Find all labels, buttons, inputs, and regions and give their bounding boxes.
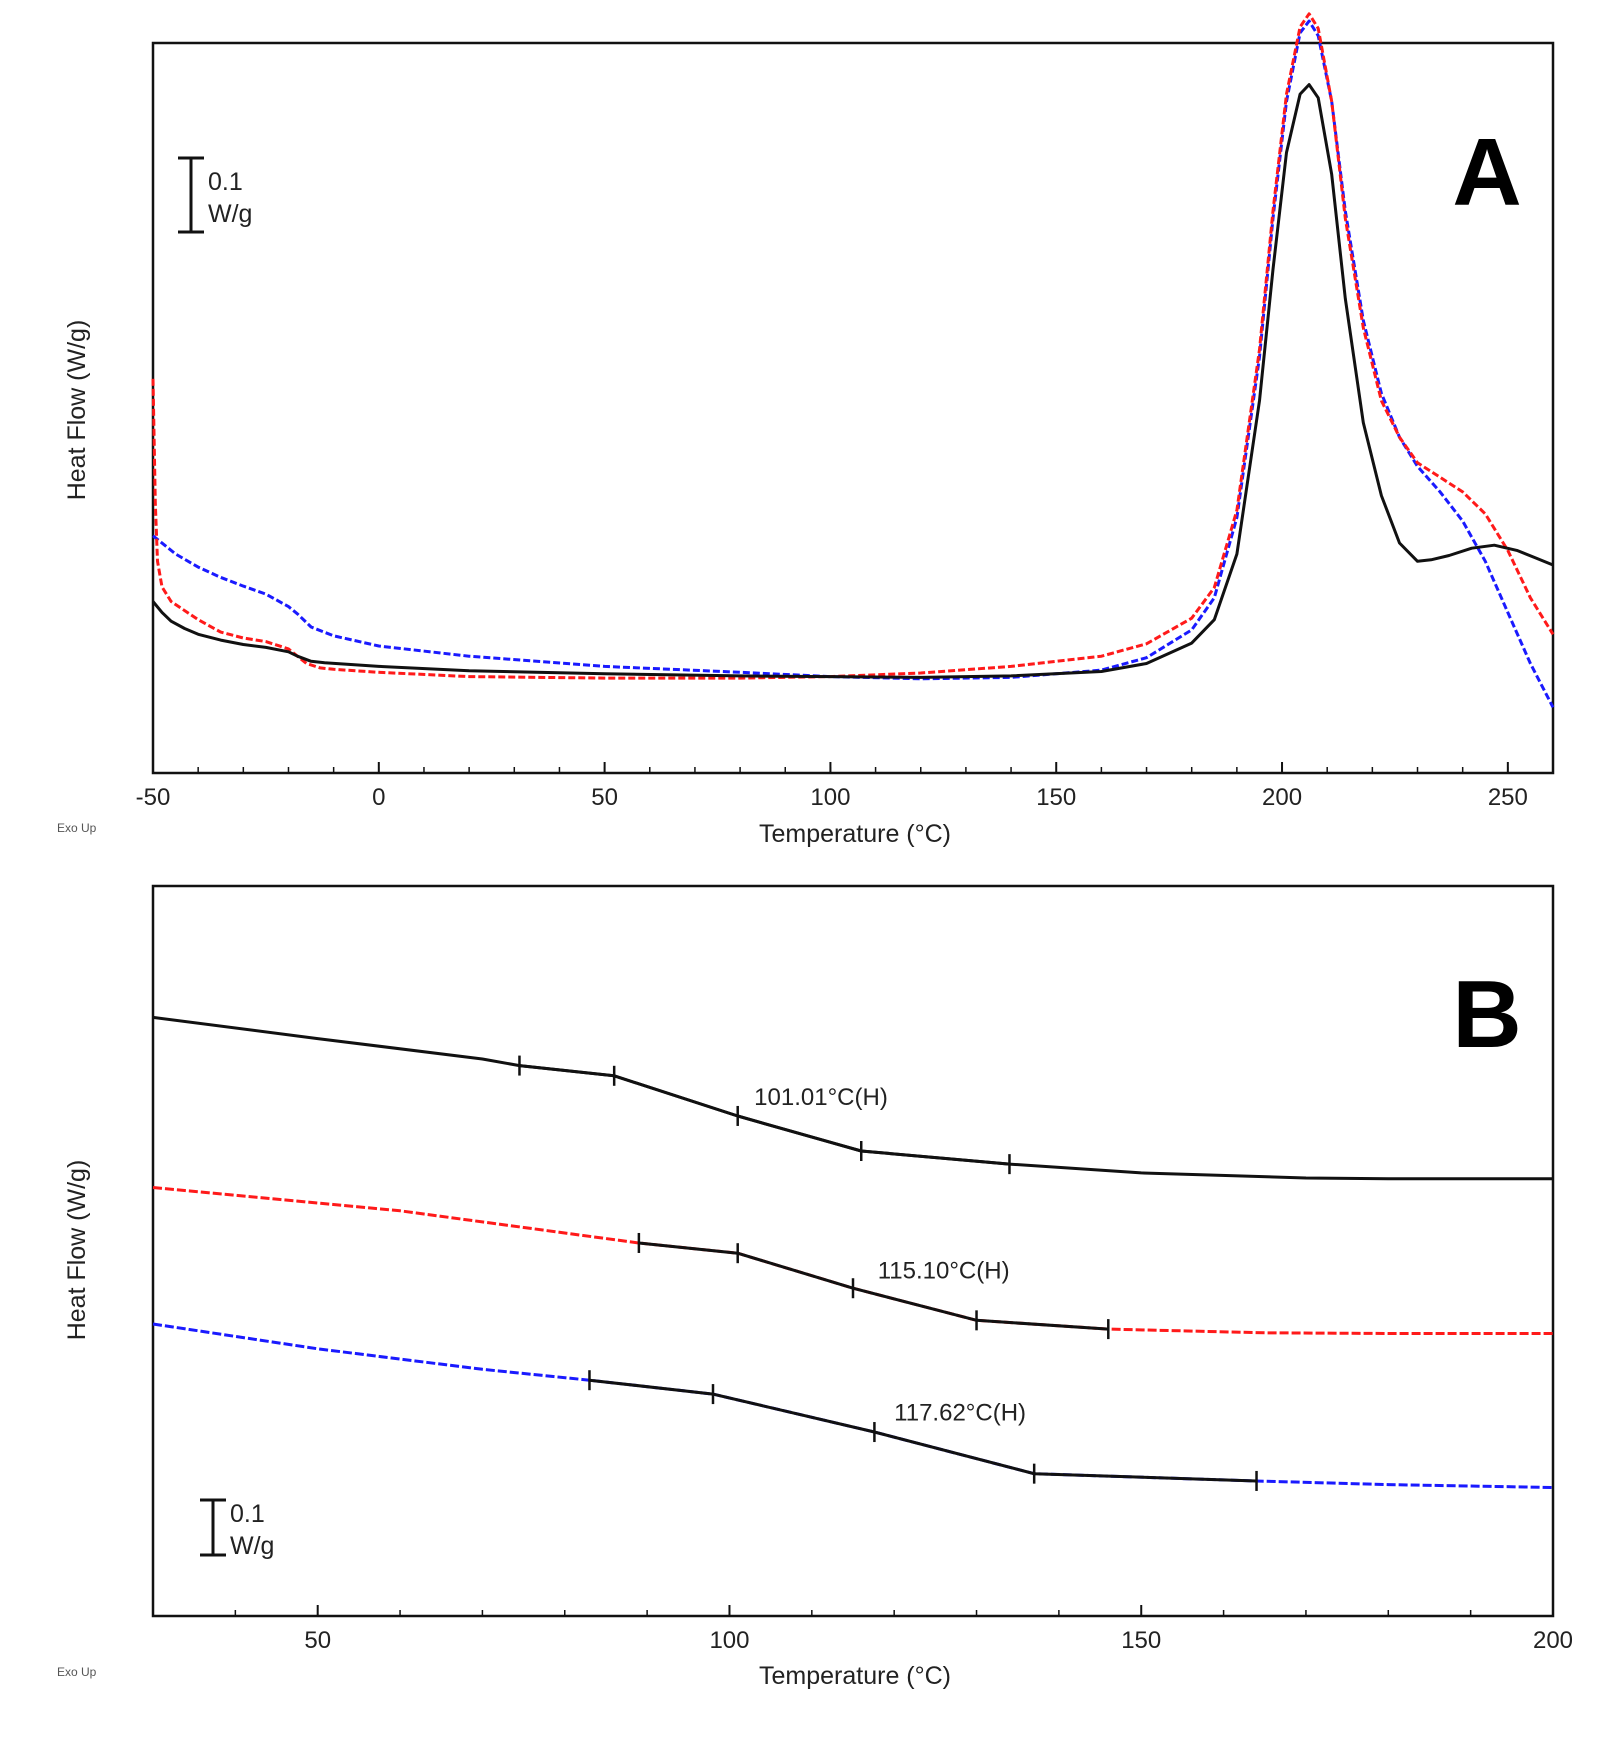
x-axis-title-a: Temperature (°C)	[759, 820, 951, 848]
panel-label-b: B	[1452, 961, 1521, 1068]
major-ticks-b: 50 100 150 200	[304, 1605, 1573, 1654]
y-axis-title-b: Heat Flow (W/g)	[63, 1160, 91, 1341]
series-line-3	[152, 1322, 1554, 1489]
glass-transition-label: 101.01°C(H)	[754, 1084, 888, 1111]
x-tick-label: 150	[1036, 784, 1076, 811]
scale-bar-value: 0.1	[230, 1500, 265, 1528]
x-tick-label: 100	[810, 784, 850, 811]
panel-b: 50 100 150 200 101.01°C(H) 115.10°C(H) 117.62…	[57, 884, 1573, 1690]
exo-up-label-b: Exo Up	[57, 1665, 97, 1679]
x-tick-label: 150	[1121, 1627, 1161, 1654]
scale-bar-value: 0.1	[208, 168, 243, 196]
x-axis-title-b: Temperature (°C)	[759, 1662, 951, 1690]
onset-tangent-1	[519, 1064, 1010, 1166]
x-tick-label: 100	[709, 1627, 749, 1654]
x-tick-label: -50	[136, 784, 171, 811]
plot-frame-b	[151, 884, 1555, 1618]
annotations-b: 101.01°C(H) 115.10°C(H) 117.62°C(H)	[754, 1084, 1026, 1426]
panel-a: -50 0 50 100 150 200 250 A 0.1 W/g Heat Flow (…	[57, 12, 1555, 848]
series-group-a	[151, 12, 1555, 708]
scale-bar-b: 0.1 W/g	[200, 1498, 274, 1560]
exo-up-label-a: Exo Up	[57, 821, 97, 835]
glass-transition-label: 117.62°C(H)	[894, 1399, 1026, 1426]
x-tick-label: 200	[1262, 784, 1302, 811]
series-line-3	[151, 83, 1554, 679]
scale-bar-unit: W/g	[230, 1532, 274, 1560]
onset-marks-b	[518, 1055, 1258, 1491]
series-line-2	[152, 1186, 1553, 1335]
scale-bar-unit: W/g	[208, 200, 252, 228]
x-tick-label: 250	[1488, 784, 1528, 811]
panel-label-a: A	[1452, 119, 1521, 226]
x-tick-label: 0	[372, 784, 385, 811]
glass-transition-label: 115.10°C(H)	[878, 1258, 1010, 1285]
scale-bar-a: 0.1 W/g	[178, 156, 252, 234]
major-ticks-a: -50 0 50 100 150 200 250	[136, 762, 1528, 811]
y-axis-title-a: Heat Flow (W/g)	[63, 320, 91, 501]
plot-frame-a	[151, 41, 1555, 775]
x-tick-label: 200	[1533, 1627, 1573, 1654]
onset-tangent-2	[638, 1241, 1109, 1331]
x-tick-label: 50	[304, 1627, 331, 1654]
x-tick-label: 50	[591, 784, 618, 811]
onset-tangent-3	[589, 1378, 1257, 1483]
series-line-2	[151, 12, 1555, 680]
series-line-1	[152, 19, 1555, 708]
